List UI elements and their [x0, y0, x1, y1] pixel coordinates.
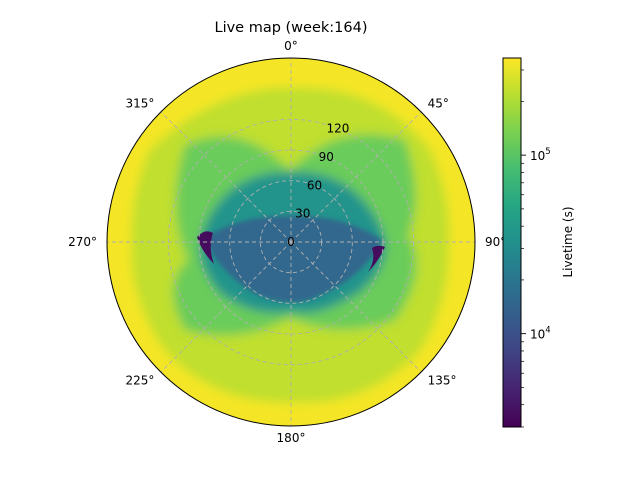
theta-tick-label: 315°: [126, 96, 155, 110]
region-edge-spots: [197, 231, 214, 264]
colorbar-ticks: 104 105: [521, 69, 551, 428]
theta-tick-label: 180°: [277, 431, 306, 445]
theta-tick-label: 135°: [428, 374, 457, 388]
radial-gridline: [259, 210, 323, 274]
theta-tick-label: 45°: [428, 96, 449, 110]
chart-title: Live map (week:164): [214, 20, 367, 36]
radial-gridline: [229, 180, 353, 304]
region-core: [205, 215, 382, 302]
radial-tick-labels: 030 60 90 120: [287, 122, 349, 249]
polar-axes: 0° 45° 90° 135° 180° 225° 270° 315° 030 60 90 120: [68, 39, 506, 445]
radial-gridline: [198, 149, 384, 335]
radial-tick-label: 30: [295, 207, 310, 221]
radial-tick-label: 120: [326, 122, 349, 136]
polar-grid: [107, 58, 475, 426]
heatmap-layer: [107, 58, 475, 426]
radial-gridline: [167, 118, 415, 366]
polar-frame: [106, 57, 476, 427]
theta-tick-label: 225°: [126, 374, 155, 388]
colorbar: 104 105 Livetime (s): [502, 57, 575, 428]
radial-tick-label: 60: [307, 178, 322, 192]
colorbar-gradient: [503, 58, 521, 427]
colorbar-frame: [502, 57, 522, 428]
theta-tick-label: 90°: [485, 235, 506, 249]
region-edge-spots: [368, 245, 385, 272]
theta-tick-label: 0°: [284, 39, 298, 53]
radial-tick-label: 0: [287, 235, 295, 249]
radial-tick-label: 90: [319, 150, 334, 164]
colorbar-tick-label: 104: [530, 326, 551, 342]
theta-tick-label: 270°: [68, 235, 97, 249]
colorbar-tick-label: 105: [530, 147, 551, 163]
colorbar-label: Livetime (s): [561, 206, 575, 277]
theta-tick-labels: 0° 45° 90° 135° 180° 225° 270° 315°: [68, 39, 506, 445]
